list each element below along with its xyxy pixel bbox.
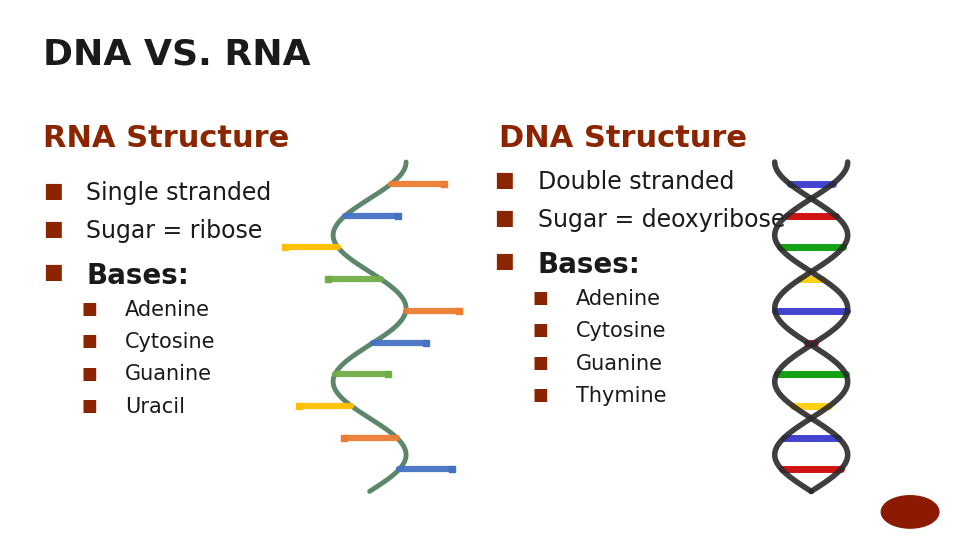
Text: Single stranded: Single stranded: [86, 181, 272, 205]
Text: ■: ■: [494, 170, 515, 190]
Text: Adenine: Adenine: [576, 289, 661, 309]
Text: ■: ■: [82, 364, 97, 382]
Text: Bases:: Bases:: [538, 251, 640, 279]
Text: Bases:: Bases:: [86, 262, 189, 290]
Text: Guanine: Guanine: [125, 364, 212, 384]
Text: Uracil: Uracil: [125, 397, 184, 417]
Text: ■: ■: [43, 262, 63, 282]
Text: Adenine: Adenine: [125, 300, 210, 320]
Text: DNA Structure: DNA Structure: [499, 124, 747, 153]
Text: ■: ■: [494, 208, 515, 228]
Text: ■: ■: [43, 219, 63, 239]
Text: Guanine: Guanine: [576, 354, 663, 374]
Text: Cytosine: Cytosine: [125, 332, 215, 352]
Text: ■: ■: [533, 289, 548, 307]
Text: ■: ■: [82, 332, 97, 350]
Text: ■: ■: [533, 386, 548, 404]
Circle shape: [881, 496, 939, 528]
Text: Thymine: Thymine: [576, 386, 666, 406]
Text: Sugar = ribose: Sugar = ribose: [86, 219, 263, 242]
Text: RNA Structure: RNA Structure: [43, 124, 290, 153]
Text: ■: ■: [494, 251, 515, 271]
Text: Cytosine: Cytosine: [576, 321, 666, 341]
Text: ■: ■: [82, 397, 97, 415]
Text: DNA VS. RNA: DNA VS. RNA: [43, 38, 311, 72]
Text: ■: ■: [82, 300, 97, 318]
Text: ■: ■: [533, 354, 548, 372]
Text: ■: ■: [533, 321, 548, 339]
Text: ■: ■: [43, 181, 63, 201]
Text: Double stranded: Double stranded: [538, 170, 734, 194]
Text: Sugar = deoxyribose: Sugar = deoxyribose: [538, 208, 785, 232]
